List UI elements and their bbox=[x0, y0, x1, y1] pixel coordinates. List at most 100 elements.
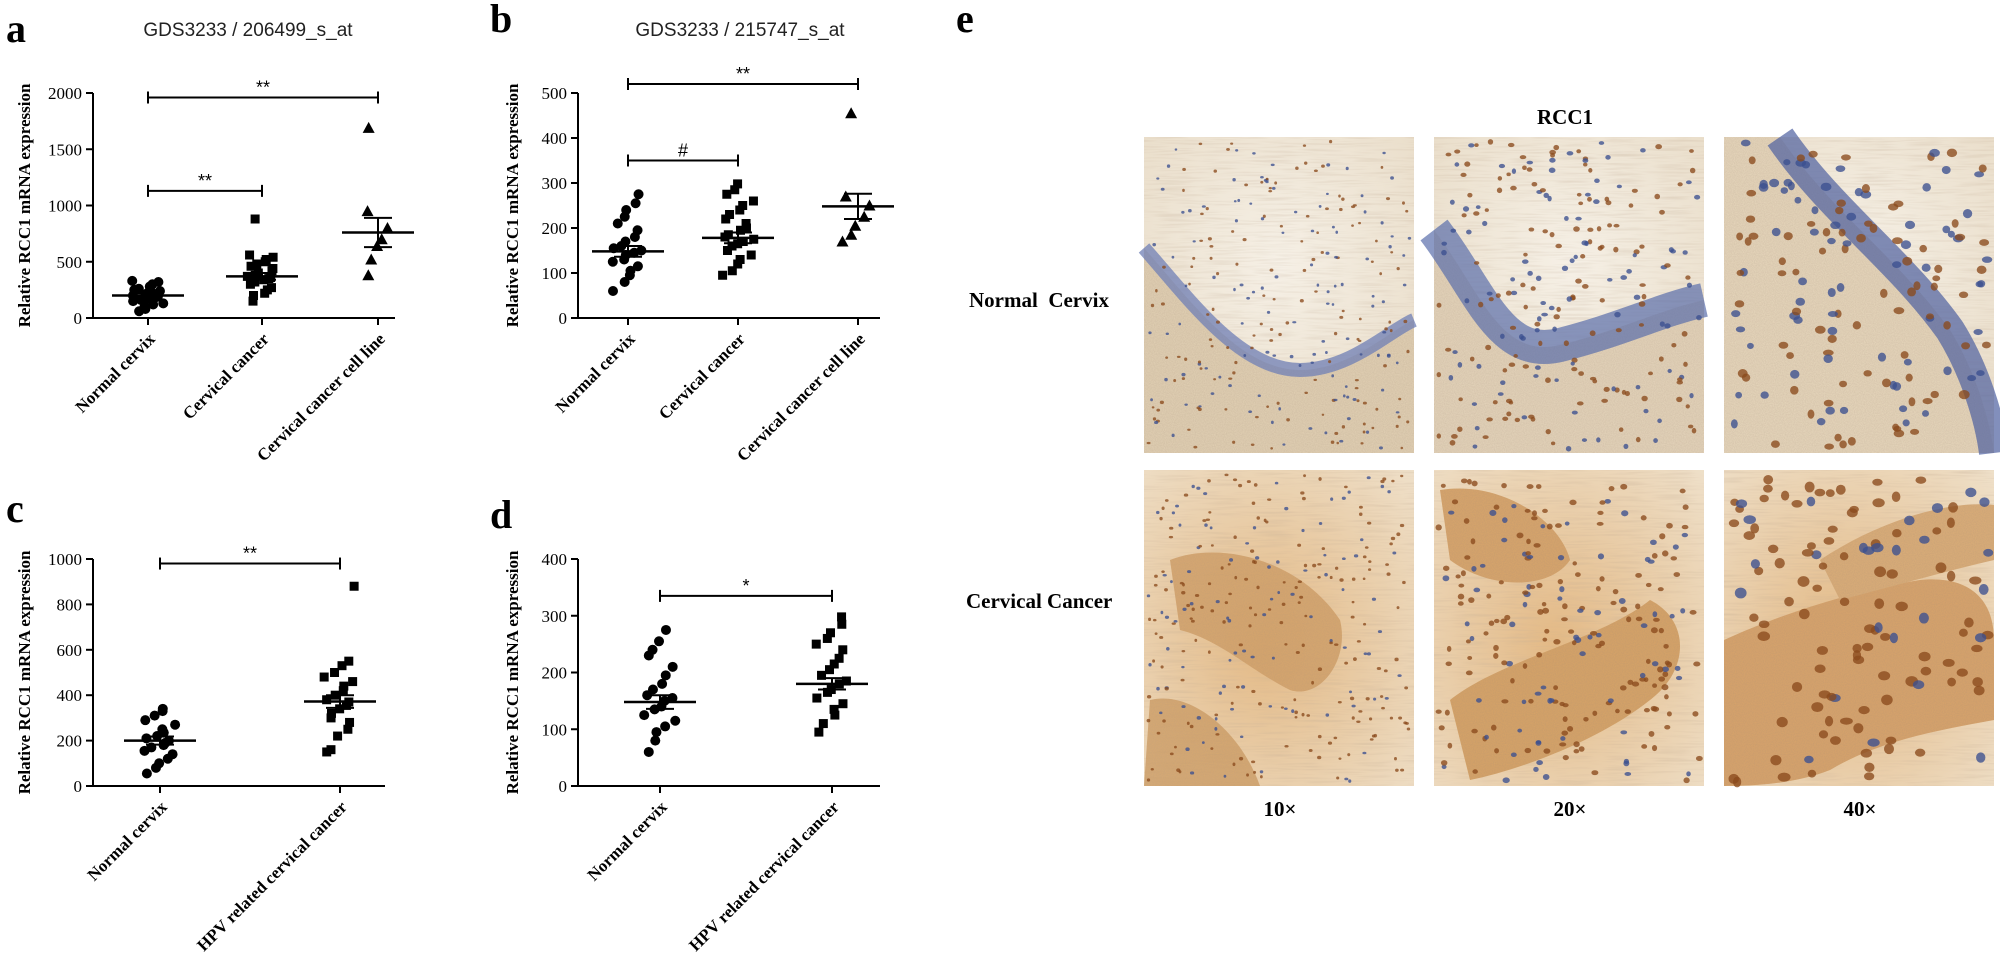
nucleus bbox=[1353, 554, 1359, 558]
nucleus bbox=[1528, 227, 1535, 232]
nucleus bbox=[1852, 321, 1862, 330]
nucleus bbox=[1153, 583, 1158, 587]
nucleus bbox=[1573, 254, 1578, 260]
nucleus bbox=[1285, 321, 1290, 325]
nucleus bbox=[1599, 298, 1605, 303]
nucleus bbox=[1228, 384, 1232, 388]
nucleus bbox=[1146, 718, 1151, 723]
nucleus bbox=[1358, 221, 1361, 225]
nucleus bbox=[1734, 587, 1747, 599]
nucleus bbox=[1469, 636, 1475, 642]
y-tick-label: 1500 bbox=[48, 140, 82, 159]
nucleus bbox=[1375, 407, 1379, 411]
nucleus bbox=[1808, 150, 1818, 158]
nucleus bbox=[1542, 229, 1548, 234]
data-point bbox=[841, 676, 851, 686]
data-point bbox=[140, 715, 151, 726]
nucleus bbox=[1209, 256, 1213, 260]
nucleus bbox=[1467, 192, 1473, 198]
nucleus bbox=[1441, 764, 1447, 770]
nucleus bbox=[1584, 192, 1591, 197]
nucleus bbox=[1279, 621, 1284, 625]
nucleus bbox=[1639, 244, 1645, 249]
nucleus bbox=[1497, 392, 1504, 396]
data-point bbox=[343, 724, 353, 734]
y-tick-label: 600 bbox=[57, 641, 83, 660]
data-point bbox=[735, 255, 745, 264]
nucleus bbox=[1371, 734, 1376, 738]
nucleus bbox=[1891, 491, 1901, 503]
nucleus bbox=[1652, 611, 1658, 618]
nucleus bbox=[1769, 178, 1780, 188]
nucleus bbox=[1356, 399, 1360, 403]
nucleus bbox=[1333, 736, 1338, 740]
nucleus bbox=[1363, 652, 1368, 656]
nucleus bbox=[1681, 524, 1689, 530]
nucleus bbox=[1232, 478, 1238, 482]
nucleus bbox=[1581, 240, 1589, 246]
nucleus bbox=[1827, 525, 1838, 533]
nucleus bbox=[1161, 570, 1165, 574]
nucleus bbox=[1640, 623, 1648, 629]
nucleus bbox=[1633, 294, 1641, 300]
nucleus bbox=[1455, 574, 1461, 579]
nucleus bbox=[1791, 681, 1803, 692]
nucleus bbox=[1825, 406, 1835, 415]
nucleus bbox=[1351, 224, 1354, 227]
nucleus bbox=[1505, 660, 1513, 667]
nucleus bbox=[1878, 671, 1891, 681]
nucleus bbox=[1251, 689, 1256, 694]
nucleus bbox=[1864, 762, 1875, 773]
nucleus bbox=[1218, 691, 1222, 695]
nucleus bbox=[1349, 696, 1355, 701]
nucleus bbox=[1501, 660, 1508, 666]
nucleus bbox=[1526, 160, 1534, 165]
nucleus bbox=[1519, 155, 1527, 160]
nucleus bbox=[1395, 768, 1399, 772]
nucleus bbox=[1267, 498, 1272, 501]
nucleus bbox=[1575, 278, 1582, 284]
nucleus bbox=[1839, 406, 1849, 415]
nucleus bbox=[1399, 523, 1405, 528]
nucleus bbox=[1400, 446, 1404, 450]
nucleus bbox=[1323, 553, 1327, 557]
nucleus bbox=[1626, 269, 1632, 274]
nucleus bbox=[1377, 630, 1383, 633]
nucleus bbox=[1811, 550, 1822, 560]
nucleus bbox=[1922, 410, 1930, 417]
nucleus bbox=[1362, 430, 1366, 434]
nucleus bbox=[1350, 615, 1355, 619]
nucleus bbox=[1502, 416, 1509, 421]
nucleus bbox=[1308, 427, 1313, 430]
nucleus bbox=[1188, 208, 1192, 213]
nucleus bbox=[1763, 484, 1773, 493]
nucleus bbox=[1181, 210, 1185, 214]
nucleus bbox=[1864, 772, 1875, 781]
nucleus bbox=[1181, 649, 1186, 653]
nucleus bbox=[1824, 443, 1834, 450]
data-point bbox=[746, 250, 756, 260]
nucleus bbox=[1696, 315, 1702, 321]
nucleus bbox=[1190, 265, 1194, 268]
nucleus bbox=[1220, 566, 1224, 570]
nucleus bbox=[1207, 237, 1212, 241]
data-point bbox=[248, 296, 258, 306]
nucleus bbox=[1146, 778, 1151, 782]
nucleus bbox=[1502, 777, 1510, 784]
data-point bbox=[725, 210, 735, 219]
nucleus bbox=[1624, 709, 1632, 714]
nucleus bbox=[1664, 694, 1669, 700]
nucleus bbox=[1216, 271, 1220, 276]
nucleus bbox=[1534, 321, 1541, 327]
nucleus bbox=[1352, 204, 1357, 207]
nucleus bbox=[1272, 297, 1276, 301]
nucleus bbox=[1791, 499, 1803, 508]
nucleus bbox=[1983, 548, 1994, 557]
nucleus bbox=[1801, 548, 1814, 557]
data-point bbox=[365, 253, 378, 265]
nucleus bbox=[1278, 332, 1282, 337]
nucleus bbox=[1830, 221, 1841, 230]
nucleus bbox=[1182, 583, 1185, 587]
nucleus bbox=[1679, 488, 1686, 494]
nucleus bbox=[1248, 606, 1253, 610]
